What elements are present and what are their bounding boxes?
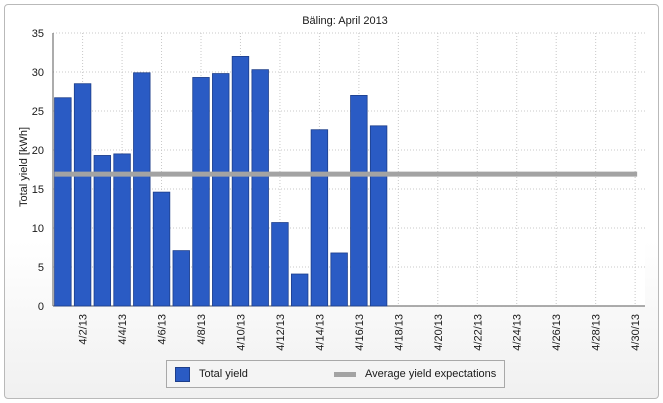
chart-title: Bäling: April 2013 (302, 15, 388, 27)
legend-swatch-average-yield (334, 371, 356, 377)
bar-4/5/13 (133, 72, 151, 307)
x-tick-label: 4/16/13 (354, 314, 366, 351)
bar-4/11/13 (251, 69, 269, 307)
y-tick-label: 30 (32, 67, 44, 79)
y-axis-title: Total yield [kWh] (18, 127, 30, 207)
legend-label-average-yield: Average yield expectations (365, 368, 497, 380)
bar-4/12/13 (271, 222, 289, 307)
bar-4/16/13 (350, 95, 368, 307)
x-tick-label: 4/20/13 (433, 314, 445, 351)
bar-4/15/13 (330, 252, 348, 307)
x-tick-label: 4/2/13 (78, 314, 90, 345)
y-tick-label: 5 (38, 262, 44, 274)
x-tick-label: 4/28/13 (591, 314, 603, 351)
bar-4/9/13 (212, 73, 230, 307)
y-tick-label: 20 (32, 145, 44, 157)
bar-4/8/13 (192, 77, 210, 307)
bar-4/17/13 (369, 125, 388, 307)
y-tick-label: 25 (32, 106, 44, 118)
y-tick-label: 35 (32, 28, 44, 40)
label-layer: 0 5 10 15 20 25 30 35 4/2/13 4/4/13 4/6/13 4/8/13 4/… (32, 28, 642, 351)
x-tick-label: 4/26/13 (551, 314, 563, 351)
legend-swatch-total-yield (175, 366, 190, 382)
legend-label-total-yield: Total yield (199, 368, 248, 380)
legend-item-total-yield: Total yield (175, 361, 248, 387)
bar-layer (54, 56, 388, 307)
x-tick-label: 4/30/13 (630, 314, 642, 351)
x-tick-label: 4/4/13 (117, 314, 129, 345)
bar-4/2/13 (73, 83, 92, 307)
y-tick-label: 10 (32, 223, 44, 235)
axis-layer (52, 33, 645, 307)
legend-item-average-yield: Average yield expectations (334, 361, 496, 387)
x-tick-label: 4/12/13 (275, 314, 287, 351)
x-tick-label: 4/18/13 (393, 314, 405, 351)
bar-4/14/13 (310, 129, 329, 307)
grid-layer (53, 32, 645, 306)
plot-area (53, 33, 645, 306)
x-tick-label: 4/24/13 (512, 314, 524, 351)
bar-4/3/13 (93, 155, 112, 307)
bar-4/4/13 (113, 153, 131, 307)
x-tick-label: 4/6/13 (157, 314, 169, 345)
x-tick-label: 4/8/13 (196, 314, 208, 345)
bar-4/13/13 (290, 273, 309, 307)
y-tick-label: 15 (32, 184, 44, 196)
bar-4/7/13 (172, 250, 190, 307)
x-tick-label: 4/22/13 (472, 314, 484, 351)
bar-4/10/13 (231, 56, 250, 307)
x-tick-label: 4/14/13 (314, 314, 326, 351)
y-tick-label: 0 (38, 301, 44, 313)
bar-4/6/13 (152, 191, 171, 307)
x-tick-label: 4/10/13 (235, 314, 247, 351)
chart-legend: Total yield Average yield expectations (166, 360, 505, 388)
bar-4/1/13 (54, 97, 72, 307)
